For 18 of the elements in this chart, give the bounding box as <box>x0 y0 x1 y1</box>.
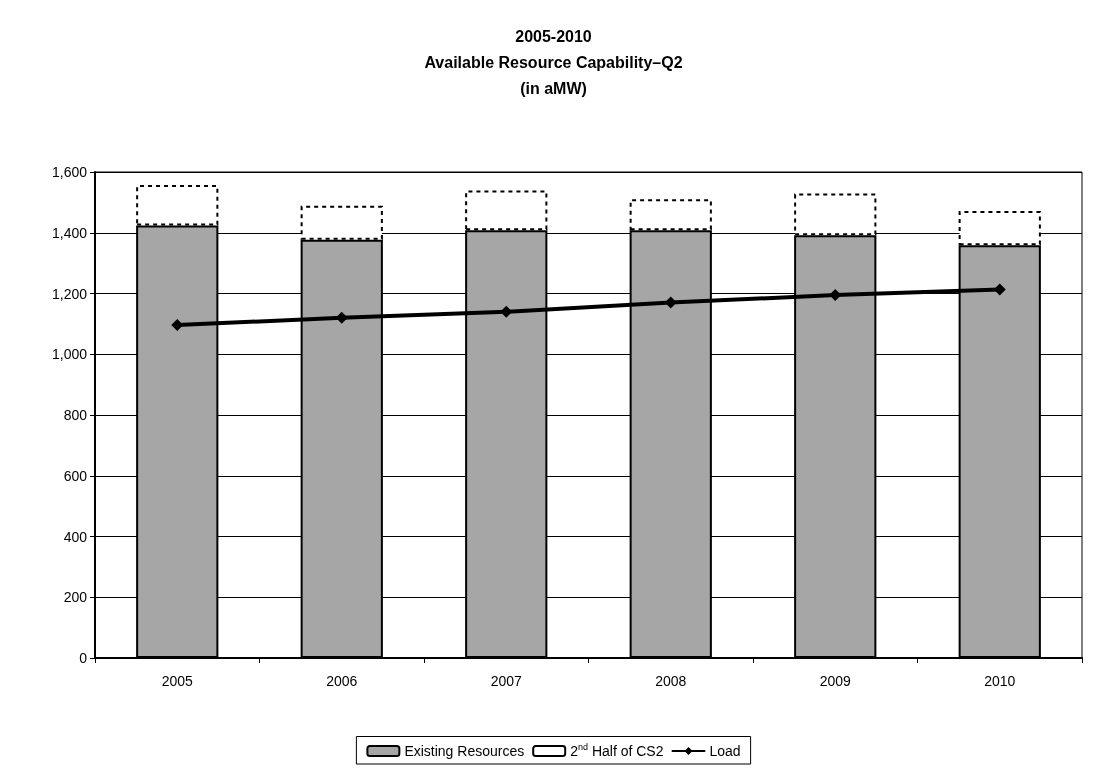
x-tick-label: 2009 <box>819 673 852 689</box>
y-tick-label: 1,400 <box>51 224 88 241</box>
legend-label: Existing Resources <box>404 743 525 759</box>
y-tick-label: 1,200 <box>51 285 88 302</box>
x-tick-label: 2006 <box>326 673 358 689</box>
y-tick-label: 200 <box>63 589 88 606</box>
y-tick-label: 400 <box>63 528 88 545</box>
x-tick-label: 2007 <box>490 673 523 689</box>
x-tick-label: 2010 <box>984 673 1016 689</box>
y-tick-label: 1,000 <box>51 346 88 363</box>
y-tick-label: 0 <box>79 650 88 666</box>
legend-label: Load <box>709 743 741 759</box>
y-tick-label: 800 <box>63 407 88 423</box>
x-tick-label: 2005 <box>161 673 194 689</box>
x-tick-label: 2008 <box>655 673 687 689</box>
y-tick-label: 1,600 <box>51 164 88 180</box>
y-tick-label: 600 <box>63 467 88 484</box>
chart-title: 2005-2010 Available Resource Capability–Q2 (in aMW) <box>424 27 683 97</box>
